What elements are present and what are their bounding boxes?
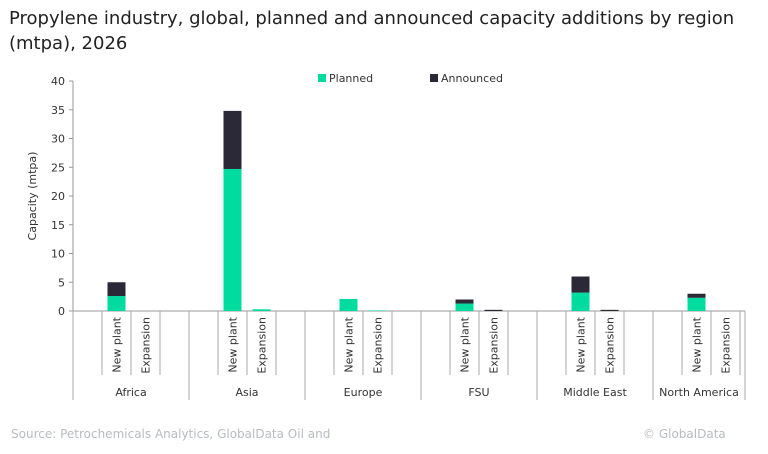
legend-swatch-planned	[318, 74, 326, 82]
bar-planned	[252, 309, 271, 311]
subcategory-label: Expansion	[256, 317, 269, 374]
legend-swatch-announced	[430, 74, 438, 82]
copyright: © GlobalData	[643, 427, 726, 441]
y-tick-label: 40	[51, 75, 65, 88]
subcategory-label: Expansion	[140, 317, 153, 374]
bar-announced	[484, 309, 503, 311]
subcategory-label: New plant	[343, 316, 356, 372]
bar-planned	[368, 310, 387, 311]
y-tick-label: 20	[51, 190, 65, 203]
y-tick-label: 25	[51, 161, 65, 174]
subcategory-label: Expansion	[720, 317, 733, 374]
bar-announced	[223, 110, 242, 169]
subcategory-label: Expansion	[488, 317, 501, 374]
y-tick-label: 15	[51, 219, 65, 232]
group-label: Asia	[235, 386, 258, 399]
group-label: Africa	[115, 386, 146, 399]
group-label: Middle East	[563, 386, 627, 399]
subcategory-label: New plant	[459, 316, 472, 372]
bar-planned	[455, 303, 474, 311]
bar-planned	[339, 298, 358, 311]
y-tick-label: 5	[58, 276, 65, 289]
y-tick-label: 10	[51, 248, 65, 261]
bar-announced	[600, 309, 619, 311]
bar-planned	[571, 292, 590, 311]
y-axis-label: Capacity (mtpa)	[26, 152, 39, 241]
subcategory-label: New plant	[111, 316, 124, 372]
subcategory-label: New plant	[691, 316, 704, 372]
legend-label-announced: Announced	[441, 72, 503, 85]
bar-announced	[571, 276, 590, 293]
source-note: Source: Petrochemicals Analytics, Global…	[11, 427, 331, 441]
group-label: FSU	[468, 386, 489, 399]
bar-announced	[687, 293, 706, 298]
subcategory-label: New plant	[227, 316, 240, 372]
chart-title: Propylene industry, global, planned and …	[9, 8, 735, 54]
group-label: Europe	[344, 386, 383, 399]
y-tick-label: 35	[51, 104, 65, 117]
bar-planned	[107, 296, 126, 311]
subcategory-label: New plant	[575, 316, 588, 372]
bar-planned	[687, 297, 706, 311]
y-tick-label: 30	[51, 133, 65, 146]
bar-announced	[455, 299, 474, 304]
y-tick-label: 0	[58, 305, 65, 318]
subcategory-label: Expansion	[604, 317, 617, 374]
bar-planned	[223, 168, 242, 311]
group-label: North America	[659, 386, 739, 399]
subcategory-label: Expansion	[372, 317, 385, 374]
legend-label-planned: Planned	[329, 72, 373, 85]
bar-announced	[107, 282, 126, 297]
